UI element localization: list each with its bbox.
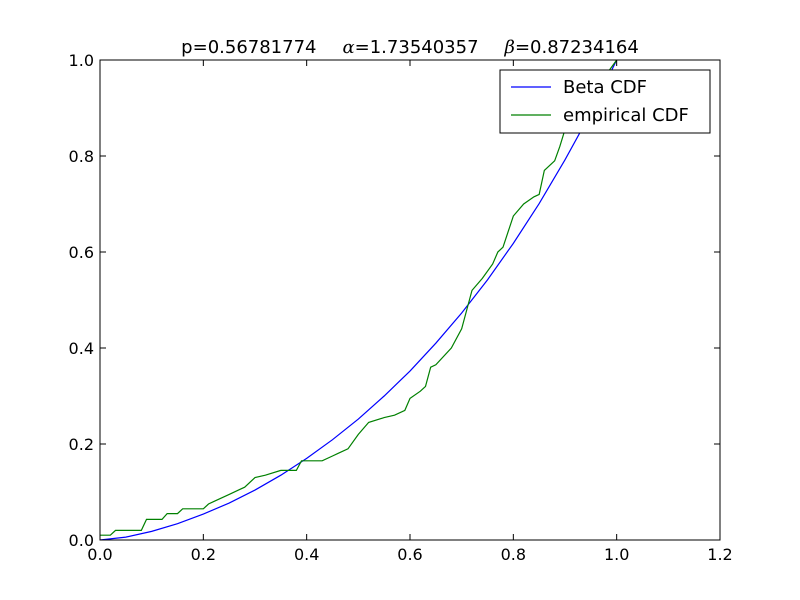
x-tick-label: 0.4 <box>294 545 319 564</box>
legend-box <box>499 69 711 134</box>
y-tick-label: 1.0 <box>69 51 94 70</box>
legend-label-empirical-cdf: empirical CDF <box>563 105 689 126</box>
y-tick-label: 0.6 <box>69 243 94 262</box>
y-tick-label: 0.8 <box>69 147 94 166</box>
tick-labels-layer: 0.0 0.2 0.4 0.6 0.8 1.0 1.2 0.0 0.2 0.4 0.6 0.8 1.0 <box>69 51 733 564</box>
legend-label-beta-cdf: Beta CDF <box>563 77 647 98</box>
y-tick-label: 0.0 <box>69 531 94 550</box>
x-tick-label: 1.0 <box>604 545 629 564</box>
chart-title: p=0.56781774 α=1.73540357 β=0.87234164 <box>181 37 639 58</box>
ticks-layer <box>99 59 721 541</box>
y-tick-label: 0.4 <box>69 339 94 358</box>
y-tick-label: 0.2 <box>69 435 94 454</box>
x-tick-label: 0.2 <box>191 545 216 564</box>
series-line-empirical-cdf <box>100 60 618 536</box>
x-tick-label: 1.2 <box>707 545 732 564</box>
series-layer <box>100 60 618 540</box>
legend: Beta CDF empirical CDF <box>499 69 711 134</box>
title-p-label: p= <box>181 37 208 58</box>
title-beta-symbol: β <box>504 37 515 58</box>
x-tick-label: 0.0 <box>87 545 112 564</box>
x-tick-label: 0.8 <box>501 545 526 564</box>
title-beta-value: 0.87234164 <box>530 37 639 58</box>
title-p-value: 0.56781774 <box>208 37 317 58</box>
series-line-beta-cdf <box>100 60 618 540</box>
title-alpha-label: = <box>355 37 370 58</box>
title-beta-label: = <box>515 37 530 58</box>
title-alpha-symbol: α <box>342 37 354 58</box>
x-tick-label: 0.6 <box>397 545 422 564</box>
title-alpha-value: 1.73540357 <box>370 37 479 58</box>
